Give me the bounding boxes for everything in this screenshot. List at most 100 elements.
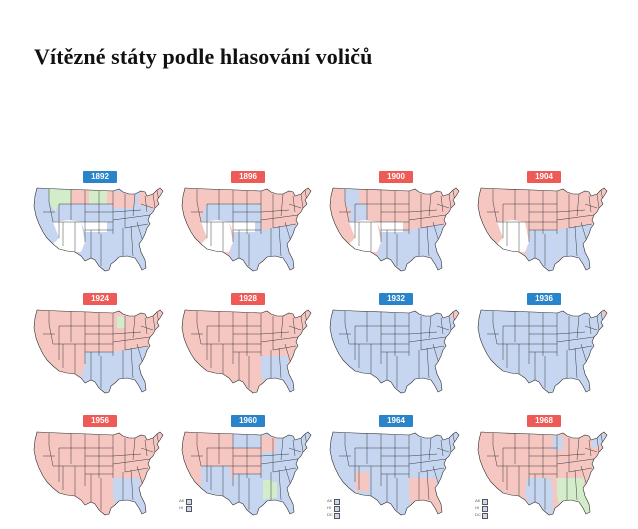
state-border: [136, 221, 144, 243]
state-border: [288, 325, 302, 331]
state-border: [440, 195, 444, 213]
region-nc: [89, 190, 107, 204]
us-outline: [181, 187, 312, 272]
election-map-1960: 1960 AK HI: [176, 414, 318, 526]
state-border: [568, 467, 593, 473]
state-border: [420, 467, 445, 473]
state-border: [432, 343, 440, 365]
region-southeast: [261, 224, 296, 270]
state-border: [112, 336, 151, 343]
year-badge: 1960: [231, 415, 265, 427]
state-border: [428, 193, 432, 217]
region-northeast: [285, 432, 311, 456]
region-west_coast: [478, 188, 503, 244]
region-southeast: [557, 224, 592, 270]
us-state-map: [477, 309, 608, 394]
state-border: [588, 195, 592, 213]
state-border: [574, 469, 578, 501]
state-border: [574, 347, 578, 379]
map-base: [330, 310, 459, 393]
state-border: [112, 453, 142, 457]
small-state-label: AK: [475, 498, 481, 503]
year-badge: 1968: [527, 415, 561, 427]
state-border: [596, 193, 600, 209]
state-border: [588, 439, 592, 457]
state-border: [278, 347, 282, 379]
region-west_coast: [34, 188, 59, 244]
state-border: [426, 469, 430, 501]
small-state-swatch: [186, 499, 192, 505]
state-border: [152, 437, 156, 453]
region-ms: [263, 480, 271, 500]
state-border: [408, 214, 447, 221]
state-border: [568, 345, 593, 351]
election-map-1900: 1900: [324, 170, 466, 282]
us-state-map: [329, 187, 460, 272]
state-border: [140, 203, 154, 209]
state-border: [284, 343, 292, 365]
region-wi: [117, 316, 125, 328]
region-midwest: [409, 191, 443, 220]
region-northeast: [137, 310, 163, 334]
state-border: [280, 315, 284, 339]
small-state-label: AK: [327, 498, 333, 503]
state-border: [140, 447, 154, 453]
election-map-1892: 1892: [28, 170, 170, 282]
us-state-map: [181, 187, 312, 272]
state-border: [196, 433, 202, 467]
region-sw: [201, 220, 233, 252]
region-northeast: [433, 188, 459, 212]
us-outline: [329, 309, 460, 394]
region-sw: [349, 220, 381, 252]
region-tx: [525, 478, 553, 515]
us-state-map: [329, 309, 460, 394]
state-border: [420, 345, 445, 351]
region-northeast: [137, 432, 163, 456]
state-border: [280, 437, 284, 461]
state-border: [440, 317, 444, 335]
state-border: [580, 221, 588, 243]
state-border: [132, 437, 136, 461]
region-southwest: [201, 466, 233, 496]
state-border: [112, 214, 151, 221]
region-midwest: [557, 435, 591, 464]
year-badge: 1924: [83, 293, 117, 305]
small-state-swatch: [482, 506, 488, 512]
state-border: [136, 465, 144, 487]
state-border: [284, 221, 292, 243]
region-south: [229, 474, 263, 515]
region-plains_s: [81, 222, 107, 232]
region-mn: [553, 436, 563, 450]
region-north: [367, 189, 409, 204]
region-deep_south: [557, 478, 590, 514]
region-south: [229, 230, 263, 271]
state-border: [152, 315, 156, 331]
state-border: [140, 325, 154, 331]
region-west: [34, 310, 85, 374]
us-state-map: [181, 309, 312, 394]
election-map-1924: 1924: [28, 292, 170, 404]
state-border: [574, 225, 578, 257]
us-state-map: [477, 187, 608, 272]
state-border: [426, 225, 430, 257]
small-states-key: AK HI DC: [475, 498, 497, 520]
us-outline: [329, 187, 460, 272]
state-border: [288, 203, 302, 209]
us-outline: [33, 431, 164, 516]
region-west_coast: [182, 188, 207, 244]
year-badge: 1964: [379, 415, 413, 427]
state-border: [130, 347, 134, 379]
region-northeast_part: [591, 434, 607, 448]
election-map-1964: 1964 AK HI DC: [324, 414, 466, 526]
state-border: [420, 223, 445, 229]
state-border: [576, 315, 580, 339]
small-state-swatch: [482, 513, 488, 519]
election-map-1936: 1936: [472, 292, 614, 404]
region-al_part: [271, 482, 277, 498]
region-south: [377, 230, 411, 271]
state-border: [284, 465, 292, 487]
state-border: [556, 214, 595, 221]
state-border: [300, 315, 304, 331]
state-border: [136, 343, 144, 365]
region-mountain: [201, 204, 233, 222]
